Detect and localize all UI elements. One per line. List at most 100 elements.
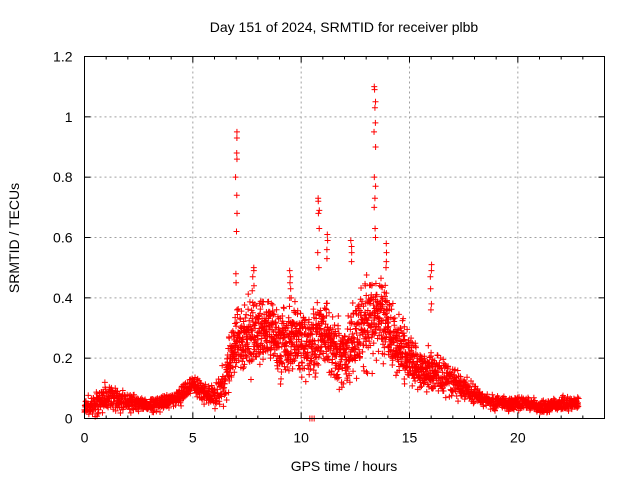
data-point <box>313 315 320 322</box>
y-tick-label: 0 <box>65 411 73 427</box>
data-point <box>468 377 475 384</box>
data-point <box>437 354 444 361</box>
data-point <box>245 306 252 313</box>
data-point <box>345 312 352 319</box>
data-point <box>291 298 298 305</box>
data-point <box>343 364 350 371</box>
data-point <box>343 345 350 352</box>
data-point <box>246 317 253 324</box>
y-axis: 0 0.2 0.4 0.6 0.8 1 1.2 <box>53 49 605 427</box>
data-point <box>251 333 258 340</box>
y-tick-label: 0.8 <box>53 169 73 185</box>
data-point <box>232 270 239 277</box>
data-point <box>267 351 274 358</box>
x-tick-label: 0 <box>81 430 89 446</box>
data-point <box>355 302 362 309</box>
data-point <box>225 373 232 380</box>
y-tick-label: 1 <box>65 109 73 125</box>
data-point <box>272 337 279 344</box>
data-point <box>396 367 403 374</box>
data-point <box>349 299 356 306</box>
data-point <box>397 325 404 332</box>
data-point <box>375 348 382 355</box>
data-point <box>266 308 273 315</box>
data-point <box>85 392 92 399</box>
data-point <box>250 267 257 274</box>
data-point <box>233 128 240 135</box>
data-point <box>296 322 303 329</box>
data-point <box>451 385 458 392</box>
data-point <box>308 357 315 364</box>
data-point <box>317 325 324 332</box>
x-tick-label: 20 <box>510 430 526 446</box>
data-point <box>386 301 393 308</box>
data-point <box>233 150 240 157</box>
data-point <box>307 365 314 372</box>
data-point <box>237 316 244 323</box>
data-point <box>380 360 387 367</box>
data-point <box>331 338 338 345</box>
y-axis-label: SRMTID / TECUs <box>6 183 22 293</box>
data-point <box>241 361 248 368</box>
data-point <box>287 350 294 357</box>
data-point <box>379 303 386 310</box>
data-point <box>250 282 257 289</box>
data-point <box>233 323 240 330</box>
data-point <box>298 374 305 381</box>
data-point <box>270 311 277 318</box>
data-point <box>370 340 377 347</box>
data-point <box>306 360 313 367</box>
data-point <box>313 360 320 367</box>
data-point <box>232 174 239 181</box>
data-point <box>530 394 537 401</box>
data-point <box>235 357 242 364</box>
data-point <box>226 335 233 342</box>
data-point <box>428 267 435 274</box>
data-point <box>465 384 472 391</box>
data-point <box>336 332 343 339</box>
data-point <box>323 306 330 313</box>
data-point <box>294 307 301 314</box>
data-point <box>314 249 321 256</box>
x-tick-label: 5 <box>189 430 197 446</box>
data-point <box>383 333 390 340</box>
data-point <box>427 273 434 280</box>
data-point <box>252 319 259 326</box>
data-point <box>454 367 461 374</box>
data-point <box>352 346 359 353</box>
data-point <box>295 362 302 369</box>
data-point <box>353 375 360 382</box>
data-point <box>263 323 270 330</box>
data-point <box>225 389 232 396</box>
data-point <box>445 363 452 370</box>
data-point <box>313 328 320 335</box>
data-point <box>371 104 378 111</box>
data-point <box>404 326 411 333</box>
data-point <box>316 351 323 358</box>
data-point <box>354 336 361 343</box>
data-point <box>157 409 164 416</box>
data-point <box>358 284 365 291</box>
data-point <box>356 353 363 360</box>
data-point <box>306 371 313 378</box>
data-point <box>245 291 252 298</box>
data-point <box>345 336 352 343</box>
data-point <box>574 394 581 401</box>
data-point <box>233 192 240 199</box>
y-tick-label: 1.2 <box>53 49 73 65</box>
data-point <box>205 388 212 395</box>
data-point <box>412 377 419 384</box>
data-point <box>410 375 417 382</box>
data-point <box>381 293 388 300</box>
data-point <box>395 311 402 318</box>
data-point <box>243 311 250 318</box>
data-point <box>315 210 322 217</box>
data-point <box>442 394 449 401</box>
data-point <box>371 83 378 90</box>
data-point <box>247 376 254 383</box>
data-point <box>439 385 446 392</box>
data-point <box>274 365 281 372</box>
data-point <box>331 322 338 329</box>
data-point <box>201 401 208 408</box>
data-point <box>288 294 295 301</box>
